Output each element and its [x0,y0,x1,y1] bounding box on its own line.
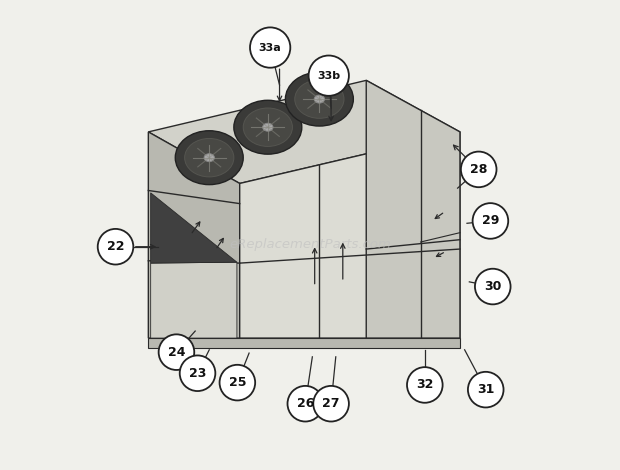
Polygon shape [148,338,460,348]
Polygon shape [151,193,237,263]
Circle shape [309,55,349,96]
Ellipse shape [294,80,344,118]
Circle shape [98,229,133,265]
Ellipse shape [175,131,243,185]
Ellipse shape [234,100,302,154]
Text: 30: 30 [484,280,502,293]
Text: 24: 24 [167,345,185,359]
Text: 33a: 33a [259,43,281,53]
Text: 27: 27 [322,397,340,410]
Circle shape [159,334,194,370]
Polygon shape [240,132,460,338]
Text: 22: 22 [107,240,124,253]
Ellipse shape [204,154,215,162]
Circle shape [475,269,510,305]
Circle shape [472,203,508,239]
Text: 23: 23 [189,367,206,380]
Text: 28: 28 [470,163,487,176]
Circle shape [407,367,443,403]
Text: 25: 25 [229,376,246,389]
Circle shape [219,365,255,400]
Ellipse shape [314,95,324,103]
Circle shape [180,355,215,391]
Circle shape [250,27,290,68]
Ellipse shape [263,123,273,131]
Ellipse shape [185,139,234,177]
Circle shape [288,386,323,422]
Ellipse shape [285,72,353,126]
Text: 26: 26 [296,397,314,410]
Polygon shape [151,262,237,338]
Ellipse shape [243,108,293,147]
Circle shape [468,372,503,407]
Text: 32: 32 [416,378,433,392]
Text: eReplacementParts.com: eReplacementParts.com [229,238,391,251]
Polygon shape [366,80,460,338]
Circle shape [461,152,497,187]
Text: 29: 29 [482,214,499,227]
Circle shape [313,386,349,422]
Polygon shape [148,80,460,183]
Text: 31: 31 [477,383,494,396]
Polygon shape [148,132,240,338]
Text: 33b: 33b [317,70,340,81]
